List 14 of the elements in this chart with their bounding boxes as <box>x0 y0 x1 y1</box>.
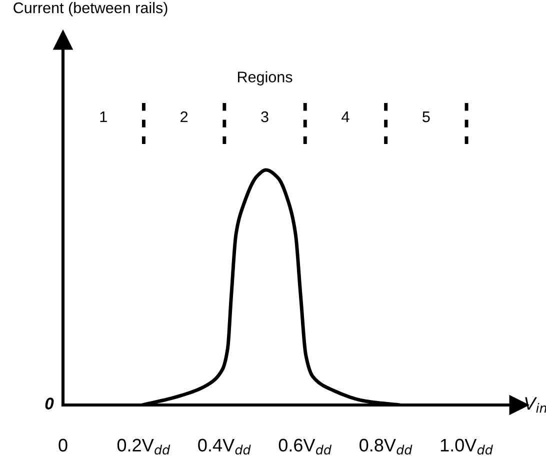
x-tick-label: 0 <box>58 438 68 452</box>
text: 2 <box>180 111 188 122</box>
x-tick-label: 0.6V$_{dd}$ <box>278 438 332 455</box>
x-tick-label: 1.0V$_{dd}$ <box>440 438 493 455</box>
text: 0 <box>45 398 54 410</box>
text: 4 <box>342 112 350 122</box>
text: Regions <box>238 71 292 86</box>
text: Current (between rails) <box>14 2 168 16</box>
text: 3 <box>261 111 268 122</box>
x-tick-label: 0.4V$_{dd}$ <box>198 438 251 455</box>
x-tick-label: 0.2V$_{dd}$ <box>117 438 170 455</box>
text: 1 <box>100 112 107 122</box>
text: 5 <box>422 112 430 122</box>
x-tick-label: 0.8V$_{dd}$ <box>360 438 412 455</box>
